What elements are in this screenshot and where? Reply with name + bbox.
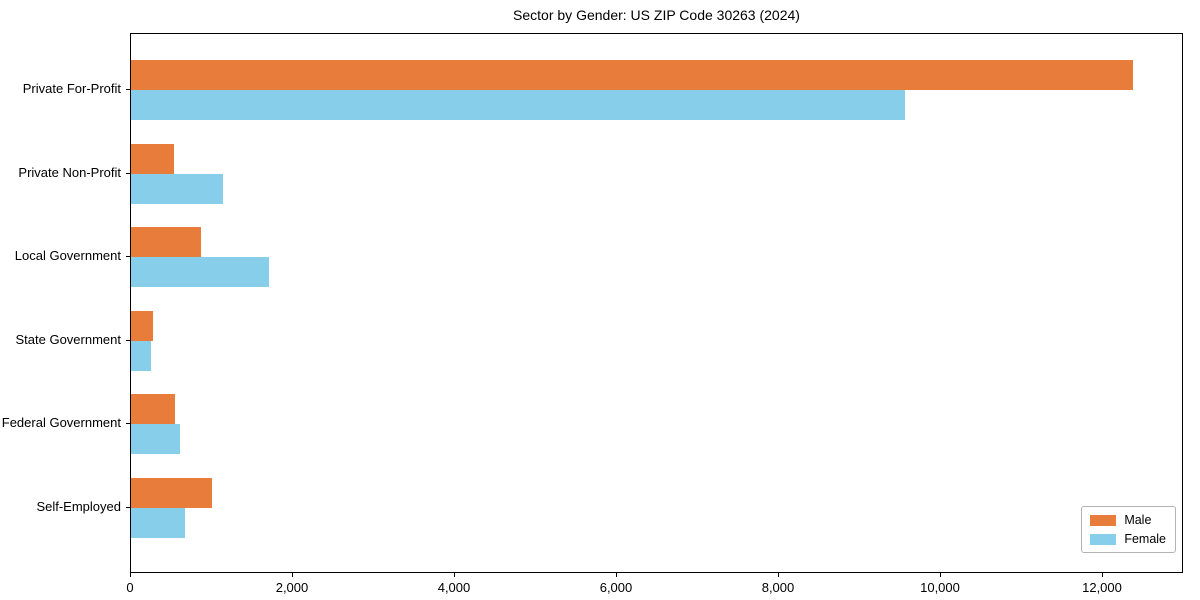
bar-female-self-employed: [131, 508, 185, 538]
legend-item-female: Female: [1090, 532, 1166, 546]
bar-female-state-government: [131, 340, 152, 371]
x-axis-tick-label: 10,000: [920, 580, 960, 595]
x-axis-tick-label: 4,000: [437, 580, 471, 595]
x-axis-tick-label: 2,000: [275, 580, 309, 595]
y-axis-tick: [126, 256, 130, 258]
y-axis-category-label-local-government: Local Government: [14, 248, 121, 264]
legend-label-male: Male: [1124, 513, 1152, 527]
legend-swatch-male: [1090, 514, 1117, 526]
y-axis-tick: [126, 339, 130, 341]
bar-male-local-government: [131, 227, 201, 258]
x-axis-tick-label: 6,000: [599, 580, 633, 595]
x-axis-tick-label: 12,000: [1082, 580, 1122, 595]
x-axis-tick: [454, 573, 455, 577]
bar-female-federal-government: [131, 424, 180, 455]
plot-area: Male Female: [130, 33, 1183, 573]
x-axis-tick: [778, 573, 779, 577]
bar-male-self-employed: [131, 478, 212, 508]
y-axis-tick: [126, 423, 130, 425]
x-axis-tick-label: 8,000: [761, 580, 795, 595]
y-axis-category-label-private-for-profit: Private For-Profit: [22, 81, 121, 96]
bar-male-federal-government: [131, 394, 176, 425]
x-axis-tick: [292, 573, 293, 577]
chart-title: Sector by Gender: US ZIP Code 30263 (202…: [513, 7, 800, 23]
legend-label-female: Female: [1124, 532, 1166, 546]
y-axis-category-label-federal-government: Federal Government: [1, 415, 121, 431]
legend: Male Female: [1081, 506, 1176, 553]
bar-male-private-for-profit: [131, 60, 1133, 90]
bar-female-local-government: [131, 257, 269, 288]
bar-female-private-non-profit: [131, 173, 223, 204]
bars-layer: [131, 34, 1182, 572]
x-axis-tick: [1102, 573, 1103, 577]
y-axis-category-label-state-government: State Government: [15, 331, 122, 347]
x-axis-tick: [616, 573, 617, 577]
legend-swatch-female: [1090, 533, 1117, 545]
x-axis-tick: [130, 573, 131, 577]
bar-male-state-government: [131, 310, 153, 341]
y-axis-category-label-private-non-profit: Private Non-Profit: [18, 164, 121, 180]
y-axis-tick: [126, 172, 130, 174]
x-axis-tick-label: 0: [126, 580, 134, 595]
y-axis-tick: [126, 89, 130, 90]
bar-female-private-for-profit: [131, 90, 906, 120]
x-axis-tick: [940, 573, 941, 577]
y-axis-tick: [126, 507, 130, 508]
legend-item-male: Male: [1090, 513, 1166, 527]
y-axis-category-label-self-employed: Self-Employed: [36, 499, 121, 514]
bar-male-private-non-profit: [131, 143, 174, 174]
